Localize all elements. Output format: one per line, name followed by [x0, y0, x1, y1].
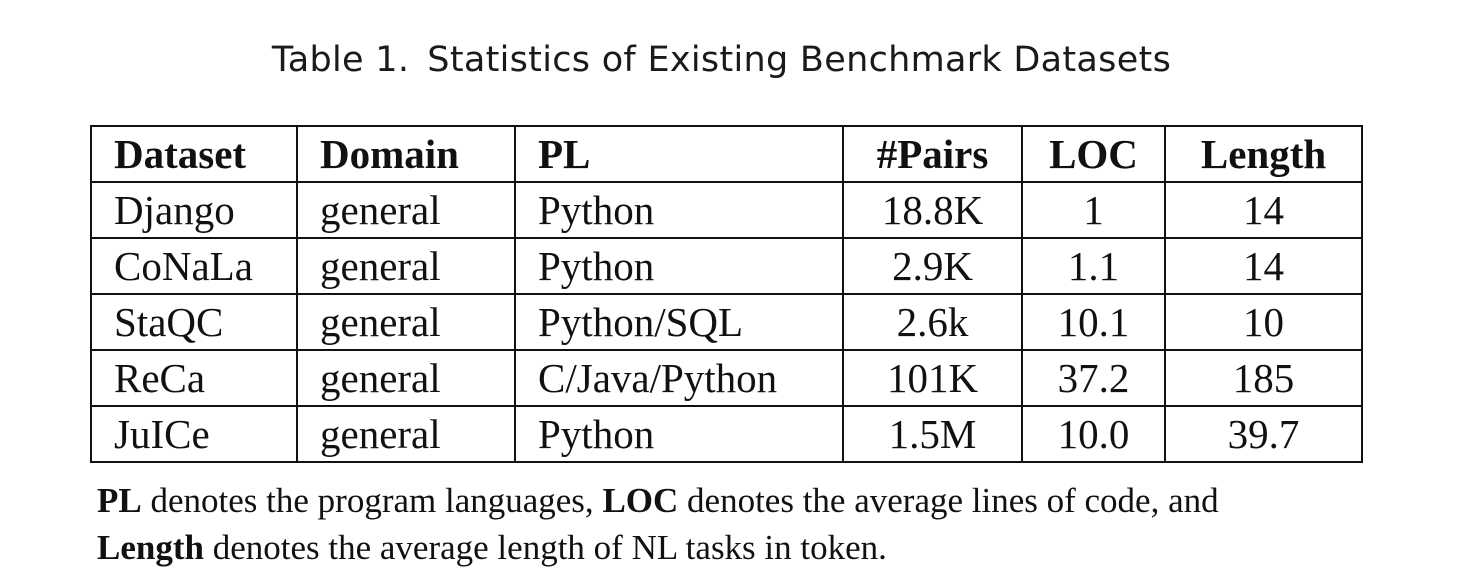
header-loc: LOC	[1021, 125, 1166, 183]
cell-domain: general	[296, 181, 516, 239]
header-pl: PL	[514, 125, 844, 183]
cell-length: 14	[1164, 237, 1363, 295]
table-caption-title: Statistics of Existing Benchmark Dataset…	[427, 40, 1172, 80]
footnote-text-length: denotes the average length of NL tasks i…	[203, 528, 887, 567]
cell-pairs: 101K	[842, 349, 1023, 407]
table-row: CoNaLa general Python 2.9K 1.1 14	[90, 237, 1363, 295]
cell-domain: general	[296, 293, 516, 351]
footnote-term-loc: LOC	[602, 481, 679, 520]
cell-loc: 10.0	[1021, 405, 1166, 463]
table-header-row: Dataset Domain PL #Pairs LOC Length	[90, 125, 1363, 183]
cell-loc: 1	[1021, 181, 1166, 239]
table-footnote: PL denotes the program languages, LOC de…	[97, 477, 1397, 571]
cell-dataset: Django	[90, 181, 298, 239]
cell-length: 39.7	[1164, 405, 1363, 463]
footnote-term-length: Length	[97, 528, 204, 567]
cell-length: 185	[1164, 349, 1363, 407]
cell-pairs: 2.6k	[842, 293, 1023, 351]
footnote-text-pl: denotes the program languages,	[141, 481, 603, 520]
cell-pl: Python/SQL	[514, 293, 844, 351]
cell-length: 10	[1164, 293, 1363, 351]
cell-pl: Python	[514, 405, 844, 463]
header-pairs: #Pairs	[842, 125, 1023, 183]
cell-pl: Python	[514, 237, 844, 295]
footnote-text-loc: denotes the average lines of code, and	[678, 481, 1219, 520]
table-row: JuICe general Python 1.5M 10.0 39.7	[90, 405, 1363, 463]
cell-domain: general	[296, 349, 516, 407]
cell-loc: 1.1	[1021, 237, 1166, 295]
table-caption-label: Table 1.	[271, 40, 410, 80]
header-dataset: Dataset	[90, 125, 298, 183]
header-length: Length	[1164, 125, 1363, 183]
footnote-term-pl: PL	[97, 481, 142, 520]
cell-dataset: ReCa	[90, 349, 298, 407]
table-row: StaQC general Python/SQL 2.6k 10.1 10	[90, 293, 1363, 351]
cell-domain: general	[296, 237, 516, 295]
cell-pl: Python	[514, 181, 844, 239]
header-domain: Domain	[296, 125, 516, 183]
cell-domain: general	[296, 405, 516, 463]
cell-loc: 10.1	[1021, 293, 1166, 351]
cell-dataset: JuICe	[90, 405, 298, 463]
cell-pairs: 1.5M	[842, 405, 1023, 463]
table-caption: Table 1. Statistics of Existing Benchmark…	[0, 40, 1443, 80]
benchmark-statistics-table: Dataset Domain PL #Pairs LOC Length Djan…	[90, 125, 1363, 463]
cell-pl: C/Java/Python	[514, 349, 844, 407]
cell-dataset: CoNaLa	[90, 237, 298, 295]
cell-length: 14	[1164, 181, 1363, 239]
cell-loc: 37.2	[1021, 349, 1166, 407]
table-row: ReCa general C/Java/Python 101K 37.2 185	[90, 349, 1363, 407]
cell-dataset: StaQC	[90, 293, 298, 351]
cell-pairs: 2.9K	[842, 237, 1023, 295]
cell-pairs: 18.8K	[842, 181, 1023, 239]
table-row: Django general Python 18.8K 1 14	[90, 181, 1363, 239]
